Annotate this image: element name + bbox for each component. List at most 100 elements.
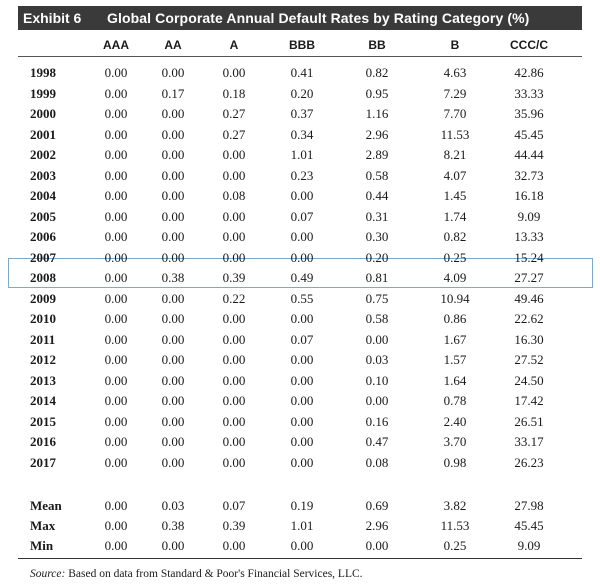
rate-cell: 0.03 — [365, 352, 389, 367]
rate-cell: 0.23 — [290, 168, 314, 183]
rate-cell: 22.62 — [514, 311, 544, 326]
rate-cell: 0.00 — [161, 168, 185, 183]
rate-cell: 0.00 — [161, 434, 185, 449]
rate-cell: 0.00 — [104, 518, 128, 533]
rate-cell: 1.57 — [443, 352, 467, 367]
table-row: 2003 0.00 0.00 0.00 0.23 0.58 4.07 32.73 — [18, 166, 582, 186]
source-text: Based on data from Standard & Poor's Fin… — [68, 568, 363, 580]
rate-cell: 0.00 — [104, 65, 128, 80]
rate-cell: 0.00 — [222, 393, 246, 408]
rate-cell: 0.00 — [161, 393, 185, 408]
rate-cell: 0.39 — [222, 270, 246, 285]
rate-cell: 49.46 — [514, 291, 544, 306]
rate-cell: 0.34 — [290, 127, 314, 142]
rate-cell: 1.01 — [290, 147, 314, 162]
rate-cell: 0.00 — [104, 434, 128, 449]
rate-cell: 0.00 — [222, 311, 246, 326]
rate-cell: 0.00 — [104, 538, 128, 553]
table-row: 2005 0.00 0.00 0.00 0.07 0.31 1.74 9.09 — [18, 207, 582, 227]
column-header: AAA — [103, 38, 129, 52]
rate-cell: 0.41 — [290, 65, 314, 80]
row-label: 2012 — [30, 352, 56, 367]
rate-cell: 0.00 — [365, 332, 389, 347]
rate-cell: 0.00 — [222, 147, 246, 162]
column-header: BBB — [289, 38, 315, 52]
rate-cell: 0.00 — [104, 270, 128, 285]
rate-cell: 0.47 — [365, 434, 389, 449]
rate-cell: 0.00 — [104, 229, 128, 244]
rate-cell: 7.29 — [443, 86, 467, 101]
rate-cell: 0.00 — [161, 332, 185, 347]
rate-cell: 0.86 — [443, 311, 467, 326]
table-row: 2014 0.00 0.00 0.00 0.00 0.00 0.78 17.42 — [18, 391, 582, 411]
row-label: 2010 — [30, 311, 56, 326]
rate-cell: 0.00 — [161, 291, 185, 306]
rate-cell: 7.70 — [443, 106, 467, 121]
row-label: Min — [30, 538, 54, 553]
rate-cell: 0.37 — [290, 106, 314, 121]
rate-cell: 44.44 — [514, 147, 544, 162]
source-label: Source: — [30, 568, 66, 580]
rate-cell: 0.08 — [365, 455, 389, 470]
rate-cell: 1.67 — [443, 332, 467, 347]
rate-cell: 2.96 — [365, 518, 389, 533]
column-header: A — [229, 38, 239, 52]
rate-cell: 0.00 — [161, 188, 185, 203]
rate-cell: 0.82 — [365, 65, 389, 80]
rate-cell: 1.45 — [443, 188, 467, 203]
rate-cell: 26.23 — [514, 455, 544, 470]
table-row: 2009 0.00 0.00 0.22 0.55 0.75 10.94 49.46 — [18, 289, 582, 309]
exhibit-number: Exhibit 6 — [23, 10, 82, 26]
table-row: 2011 0.00 0.00 0.00 0.07 0.00 1.67 16.30 — [18, 330, 582, 350]
rate-cell: 0.00 — [222, 373, 246, 388]
rate-cell: 0.00 — [161, 65, 185, 80]
rate-cell: 0.00 — [222, 65, 246, 80]
rate-cell: 0.16 — [365, 414, 389, 429]
rate-cell: 0.25 — [443, 250, 467, 265]
rate-cell: 0.19 — [290, 498, 314, 513]
rate-cell: 0.00 — [161, 352, 185, 367]
rate-cell: 0.00 — [161, 455, 185, 470]
rate-cell: 0.75 — [365, 291, 389, 306]
rate-cell: 4.63 — [443, 65, 467, 80]
rate-cell: 9.09 — [517, 209, 541, 224]
rate-cell: 0.03 — [161, 498, 185, 513]
rate-cell: 0.00 — [104, 250, 128, 265]
row-label: 2017 — [30, 455, 56, 470]
row-label: 2014 — [30, 393, 56, 408]
rate-cell: 0.10 — [365, 373, 389, 388]
rate-cell: 9.09 — [517, 538, 541, 553]
rate-cell: 0.30 — [365, 229, 389, 244]
rate-cell: 0.00 — [104, 86, 128, 101]
table-row: 2016 0.00 0.00 0.00 0.00 0.47 3.70 33.17 — [18, 432, 582, 452]
rate-cell: 0.00 — [222, 352, 246, 367]
rate-cell: 33.17 — [514, 434, 544, 449]
rate-cell: 45.45 — [514, 518, 544, 533]
source-note: Source: Based on data from Standard & Po… — [30, 568, 363, 580]
rate-cell: 8.21 — [443, 147, 467, 162]
rate-cell: 0.00 — [365, 538, 389, 553]
exhibit-title-bar: Exhibit 6 Global Corporate Annual Defaul… — [18, 6, 582, 30]
rate-cell: 0.00 — [222, 209, 246, 224]
rate-cell: 17.42 — [514, 393, 544, 408]
rate-cell: 0.00 — [222, 414, 246, 429]
column-header: B — [450, 38, 460, 52]
rate-cell: 0.00 — [104, 291, 128, 306]
rate-cell: 24.50 — [514, 373, 544, 388]
rate-cell: 0.00 — [104, 209, 128, 224]
table-row: 2000 0.00 0.00 0.27 0.37 1.16 7.70 35.96 — [18, 104, 582, 124]
rate-cell: 0.78 — [443, 393, 467, 408]
rate-cell: 11.53 — [440, 518, 470, 533]
rate-cell: 0.00 — [161, 127, 185, 142]
rate-cell: 0.00 — [222, 229, 246, 244]
row-label: 2001 — [30, 127, 56, 142]
row-label: 2009 — [30, 291, 56, 306]
table-row: 2001 0.00 0.00 0.27 0.34 2.96 11.53 45.45 — [18, 125, 582, 145]
rate-cell: 13.33 — [514, 229, 544, 244]
rate-cell: 0.00 — [290, 434, 314, 449]
table-header: AAA AA A BBB BB B CCC/C — [18, 38, 582, 57]
rate-cell: 0.00 — [104, 147, 128, 162]
exhibit-title: Global Corporate Annual Default Rates by… — [107, 10, 530, 26]
rate-cell: 0.00 — [104, 106, 128, 121]
row-label: 2011 — [30, 332, 56, 347]
